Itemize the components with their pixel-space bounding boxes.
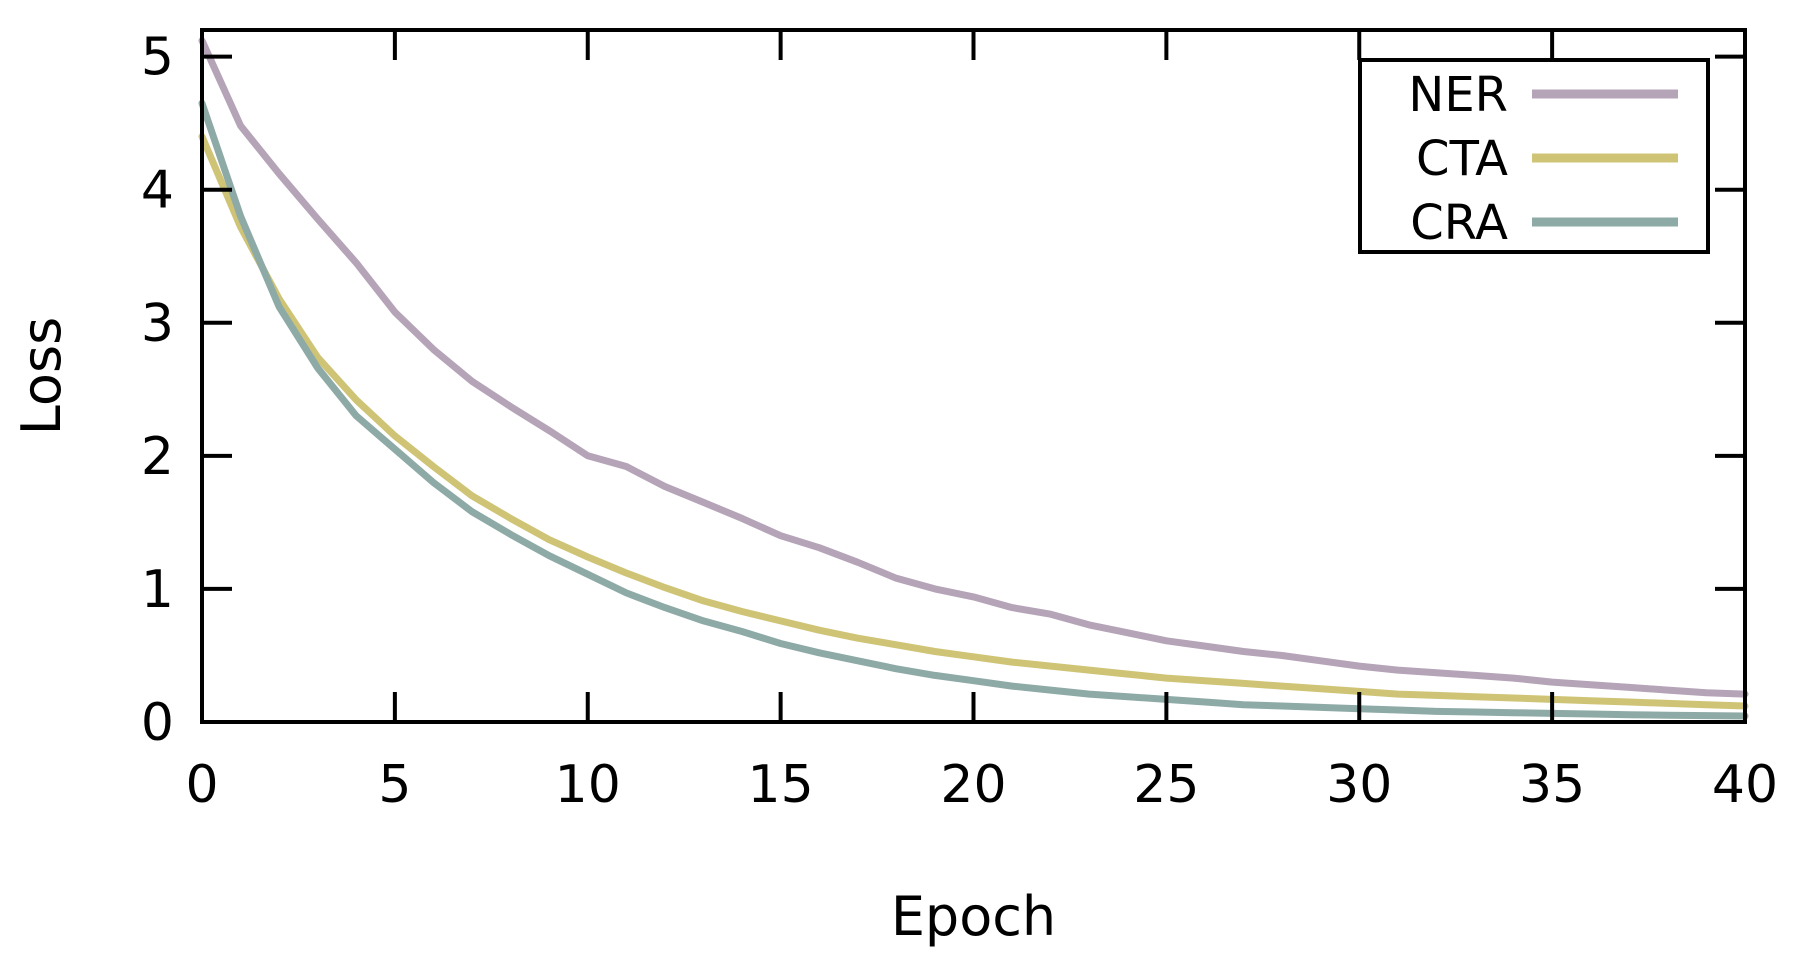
- x-axis-label: Epoch: [891, 885, 1056, 948]
- x-tick-label: 20: [940, 755, 1006, 815]
- x-tick-label: 10: [555, 755, 621, 815]
- x-tick-label: 15: [748, 755, 814, 815]
- series-line-cta: [198, 133, 1749, 710]
- legend-label-cta: CTA: [1416, 131, 1508, 187]
- y-axis-label: Loss: [10, 317, 73, 435]
- y-tick-label: 3: [141, 294, 174, 354]
- y-tick-label: 0: [141, 693, 174, 753]
- x-tick-label: 40: [1712, 755, 1778, 815]
- axes-layer: 0 5 10 15 20 25 30 35 40 0 1 2 3 4 5: [141, 28, 1778, 815]
- legend-label-cra: CRA: [1410, 195, 1508, 251]
- legend-label-ner: NER: [1408, 67, 1508, 123]
- y-tick-label: 4: [141, 161, 174, 221]
- series-line-cra: [198, 99, 1749, 720]
- legend: NER CTA CRA: [1358, 58, 1710, 254]
- x-tick-label: 5: [378, 755, 411, 815]
- series-layer: [198, 37, 1749, 720]
- x-tick-label: 30: [1326, 755, 1392, 815]
- y-tick-label: 1: [141, 560, 174, 620]
- series-line-ner: [198, 37, 1749, 698]
- x-tick-label: 35: [1519, 755, 1585, 815]
- y-tick-label: 5: [141, 28, 174, 88]
- x-tick-label: 25: [1133, 755, 1199, 815]
- y-tick-label: 2: [141, 427, 174, 487]
- x-tick-label: 0: [185, 755, 218, 815]
